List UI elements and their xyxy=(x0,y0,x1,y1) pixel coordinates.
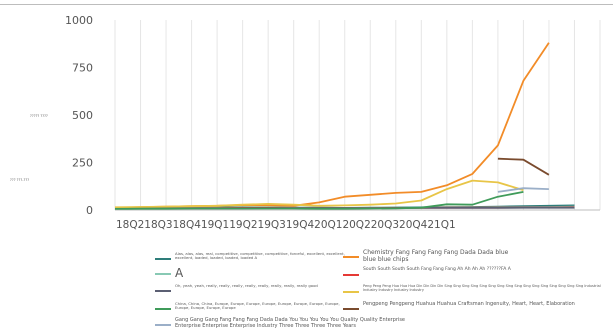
y-tick-label: 250 xyxy=(72,157,93,170)
legend-label: Oh, yeah, yeah, really, really, really, … xyxy=(175,283,318,288)
legend-swatch xyxy=(155,258,171,260)
series-line-6 xyxy=(114,179,524,209)
legend-item: South South South South Fang Fang Fang A… xyxy=(343,267,523,276)
legend-swatch xyxy=(155,273,171,275)
y-tick-label: 500 xyxy=(72,109,93,122)
legend-label: Alas, alas, alas, real, competitive, com… xyxy=(175,251,345,261)
legend-swatch xyxy=(155,308,171,310)
y-tick-label: 1000 xyxy=(65,14,93,27)
x-tick-labels: 18Q218Q318Q419Q119Q219Q319Q420Q120Q220Q3… xyxy=(116,219,456,231)
y-label-fragment: ????? ???? xyxy=(30,114,48,118)
legend-item: Pengpeng Pengpeng Huahua Huahua Craftsma… xyxy=(343,301,613,310)
legend-label: Gang Gang Gang Fang Fang Fang Dada Dada … xyxy=(175,317,406,329)
top-border xyxy=(0,4,613,5)
legend-swatch xyxy=(155,290,171,292)
y-axis-label: ????? ???? ??? ???-??? xyxy=(10,114,48,182)
y-axis: 0 250 500 750 1000 xyxy=(65,14,93,217)
legend-item: A xyxy=(155,266,345,280)
legend-swatch xyxy=(343,291,359,293)
legend-label: Peng Peng Peng Hua Hua Hua Din Din Din D… xyxy=(363,284,601,292)
grid xyxy=(114,20,601,210)
series-line-7 xyxy=(114,191,524,210)
legend-item: Gang Gang Gang Fang Fang Fang Dada Dada … xyxy=(155,317,415,329)
legend-swatch xyxy=(155,324,171,326)
series-lines xyxy=(114,42,575,210)
legend-swatch xyxy=(343,256,359,258)
legend-label: A xyxy=(175,266,184,280)
legend-swatch xyxy=(343,274,359,276)
y-label-fragment: ??? ???-??? xyxy=(10,178,29,182)
legend-item: Oh, yeah, yeah, really, really, really, … xyxy=(155,283,345,292)
legend-label: South South South South Fang Fang Fang A… xyxy=(363,267,511,272)
legend-label: Chemistry Fang Fang Fang Fang Dada Dada … xyxy=(363,249,509,263)
legend-swatch xyxy=(343,308,359,310)
y-tick-label: 750 xyxy=(72,62,93,75)
line-chart: 0 250 500 750 1000 18Q218Q318Q419Q119Q219Q31… xyxy=(10,14,601,231)
legend-item: Chemistry Fang Fang Fang Fang Dada Dada … xyxy=(343,249,523,263)
legend-item: Alas, alas, alas, real, competitive, com… xyxy=(155,251,345,261)
series-line-9 xyxy=(497,187,549,193)
series-line-8 xyxy=(497,157,550,176)
y-tick-label: 0 xyxy=(86,204,93,217)
legend-label: China, China, China, Europe, Europe, Eur… xyxy=(175,301,340,311)
legend-label: Pengpeng Pengpeng Huahua Huahua Craftsma… xyxy=(363,301,575,307)
legend-item: Peng Peng Peng Hua Hua Hua Din Din Din D… xyxy=(343,284,603,293)
legend-item: China, China, China, Europe, Europe, Eur… xyxy=(155,301,345,311)
series-line-2 xyxy=(114,42,550,209)
